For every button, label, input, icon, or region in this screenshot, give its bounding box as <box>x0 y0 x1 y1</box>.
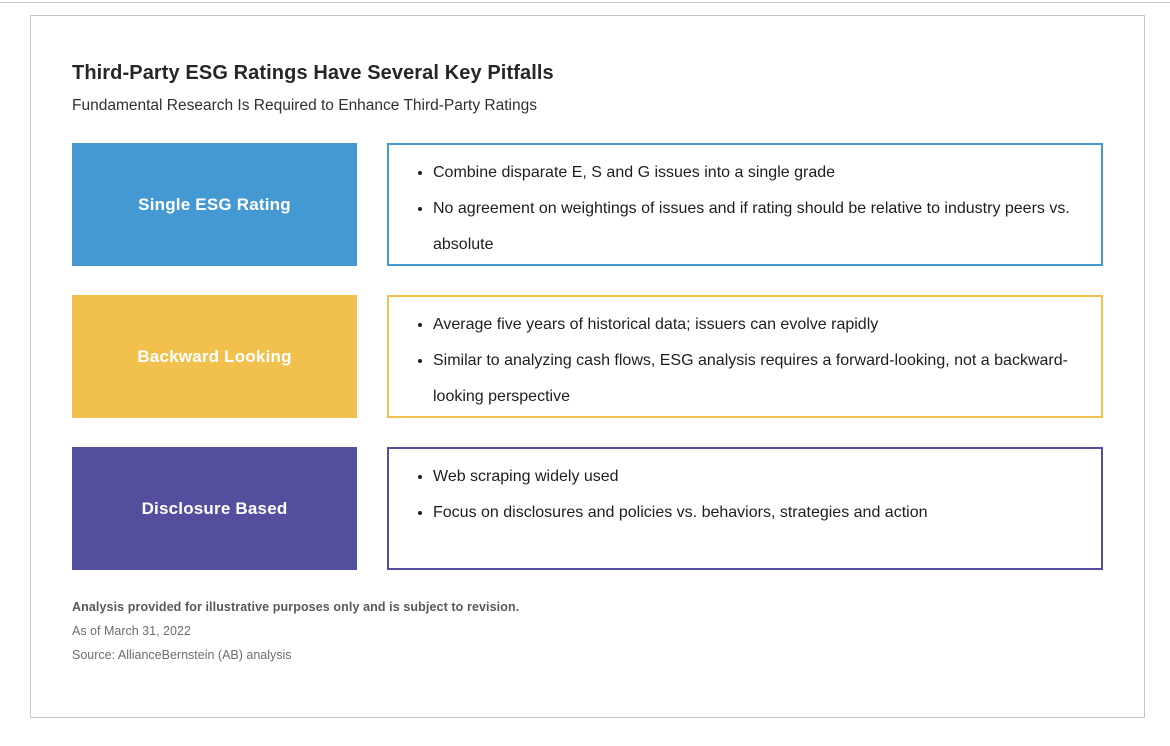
bullet-list: Web scraping widely used Focus on disclo… <box>407 459 1081 531</box>
bullet-item: Web scraping widely used <box>433 459 1081 495</box>
label-text: Disclosure Based <box>141 498 288 518</box>
footnotes: Analysis provided for illustrative purpo… <box>72 600 1103 662</box>
bullet-item: Focus on disclosures and policies vs. be… <box>433 495 1081 531</box>
disclaimer-note: Analysis provided for illustrative purpo… <box>72 600 520 614</box>
source-note: Source: AllianceBernstein (AB) analysis <box>72 648 292 662</box>
label-text: Single ESG Rating <box>138 194 291 214</box>
label-box-backward-looking: Backward Looking <box>72 295 357 418</box>
bullet-box-backward-looking: Average five years of historical data; i… <box>387 295 1103 418</box>
pitfall-rows: Single ESG Rating Combine disparate E, S… <box>72 143 1103 570</box>
bullet-box-single-esg-rating: Combine disparate E, S and G issues into… <box>387 143 1103 266</box>
page-title: Third-Party ESG Ratings Have Several Key… <box>72 62 554 84</box>
bullet-list: Combine disparate E, S and G issues into… <box>407 155 1081 263</box>
label-text: Backward Looking <box>137 346 292 366</box>
page-subtitle: Fundamental Research Is Required to Enha… <box>72 97 537 114</box>
label-box-single-esg-rating: Single ESG Rating <box>72 143 357 266</box>
bullet-item: Similar to analyzing cash flows, ESG ana… <box>433 343 1081 415</box>
figure-card: Third-Party ESG Ratings Have Several Key… <box>30 15 1145 718</box>
bullet-item: No agreement on weightings of issues and… <box>433 191 1081 263</box>
pitfall-row-backward-looking: Backward Looking Average five years of h… <box>72 295 1103 418</box>
as-of-date: As of March 31, 2022 <box>72 624 191 638</box>
bullet-box-disclosure-based: Web scraping widely used Focus on disclo… <box>387 447 1103 570</box>
pitfall-row-disclosure-based: Disclosure Based Web scraping widely use… <box>72 447 1103 570</box>
bullet-item: Combine disparate E, S and G issues into… <box>433 155 1081 191</box>
bullet-list: Average five years of historical data; i… <box>407 307 1081 415</box>
label-box-disclosure-based: Disclosure Based <box>72 447 357 570</box>
page-top-divider <box>0 2 1170 3</box>
pitfall-row-single-esg-rating: Single ESG Rating Combine disparate E, S… <box>72 143 1103 266</box>
bullet-item: Average five years of historical data; i… <box>433 307 1081 343</box>
